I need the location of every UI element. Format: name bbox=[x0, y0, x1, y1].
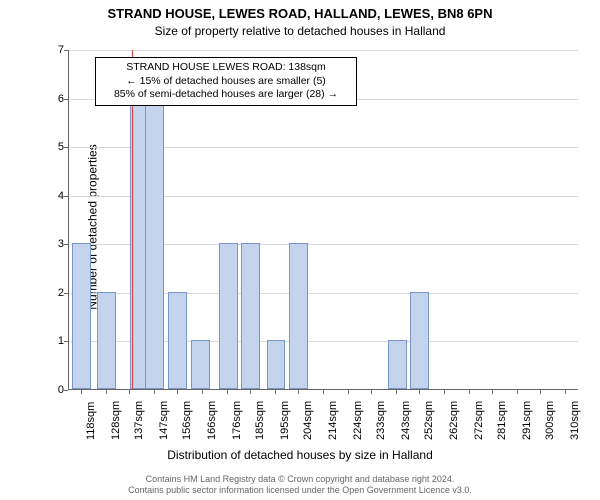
x-tick-label: 176sqm bbox=[231, 401, 243, 440]
x-tick-label: 310sqm bbox=[569, 401, 581, 440]
footer-line-2: Contains public sector information licen… bbox=[0, 485, 600, 496]
x-tick-mark bbox=[129, 390, 130, 394]
y-tick-mark bbox=[64, 50, 68, 51]
x-tick-mark bbox=[419, 390, 420, 394]
y-tick-mark bbox=[64, 293, 68, 294]
x-tick-label: 272sqm bbox=[473, 401, 485, 440]
x-axis-label: Distribution of detached houses by size … bbox=[0, 448, 600, 462]
x-tick-label: 291sqm bbox=[521, 401, 533, 440]
info-line-2: ← 15% of detached houses are smaller (5) bbox=[102, 75, 350, 89]
histogram-bar bbox=[97, 292, 116, 389]
x-tick-label: 195sqm bbox=[279, 401, 291, 440]
x-tick-label: 137sqm bbox=[133, 401, 145, 440]
y-tick-mark bbox=[64, 147, 68, 148]
x-tick-mark bbox=[250, 390, 251, 394]
x-tick-mark bbox=[348, 390, 349, 394]
x-tick-label: 118sqm bbox=[85, 402, 97, 440]
x-tick-mark bbox=[517, 390, 518, 394]
x-tick-label: 262sqm bbox=[448, 401, 460, 440]
histogram-bar bbox=[145, 98, 164, 389]
y-tick-label: 6 bbox=[52, 93, 64, 105]
y-tick-label: 5 bbox=[52, 141, 64, 153]
x-tick-mark bbox=[177, 390, 178, 394]
gridline-h bbox=[69, 50, 578, 51]
histogram-bar bbox=[72, 243, 91, 389]
y-tick-mark bbox=[64, 196, 68, 197]
y-tick-label: 7 bbox=[52, 44, 64, 56]
y-tick-mark bbox=[64, 390, 68, 391]
info-line-1: STRAND HOUSE LEWES ROAD: 138sqm bbox=[102, 61, 350, 75]
x-tick-mark bbox=[275, 390, 276, 394]
histogram-bar bbox=[289, 243, 308, 389]
histogram-bar bbox=[241, 243, 260, 389]
x-tick-label: 252sqm bbox=[423, 401, 435, 440]
x-tick-mark bbox=[444, 390, 445, 394]
y-tick-label: 1 bbox=[52, 335, 64, 347]
histogram-bar bbox=[168, 292, 187, 389]
footer-line-1: Contains HM Land Registry data © Crown c… bbox=[0, 474, 600, 485]
histogram-bar bbox=[267, 340, 286, 389]
x-tick-mark bbox=[298, 390, 299, 394]
x-tick-mark bbox=[154, 390, 155, 394]
x-tick-mark bbox=[202, 390, 203, 394]
x-tick-label: 281sqm bbox=[496, 401, 508, 440]
y-tick-label: 4 bbox=[52, 190, 64, 202]
chart-title-sub: Size of property relative to detached ho… bbox=[0, 24, 600, 38]
histogram-bar bbox=[191, 340, 210, 389]
x-tick-mark bbox=[81, 390, 82, 394]
x-tick-mark bbox=[106, 390, 107, 394]
x-tick-mark bbox=[227, 390, 228, 394]
x-tick-mark bbox=[469, 390, 470, 394]
x-tick-label: 147sqm bbox=[158, 401, 170, 440]
x-tick-label: 185sqm bbox=[254, 401, 266, 440]
x-tick-label: 156sqm bbox=[181, 401, 193, 440]
y-tick-mark bbox=[64, 341, 68, 342]
y-tick-mark bbox=[64, 99, 68, 100]
info-line-3: 85% of semi-detached houses are larger (… bbox=[102, 88, 350, 102]
y-tick-label: 2 bbox=[52, 287, 64, 299]
x-tick-mark bbox=[371, 390, 372, 394]
x-tick-mark bbox=[540, 390, 541, 394]
x-tick-mark bbox=[565, 390, 566, 394]
histogram-bar bbox=[219, 243, 238, 389]
x-tick-label: 204sqm bbox=[302, 401, 314, 440]
x-tick-mark bbox=[396, 390, 397, 394]
x-tick-label: 166sqm bbox=[206, 401, 218, 440]
histogram-bar bbox=[388, 340, 407, 389]
x-tick-label: 300sqm bbox=[544, 401, 556, 440]
info-box: STRAND HOUSE LEWES ROAD: 138sqm ← 15% of… bbox=[95, 57, 357, 106]
histogram-bar bbox=[410, 292, 429, 389]
chart-title-main: STRAND HOUSE, LEWES ROAD, HALLAND, LEWES… bbox=[0, 6, 600, 21]
x-tick-label: 233sqm bbox=[375, 401, 387, 440]
x-tick-label: 214sqm bbox=[327, 401, 339, 440]
x-tick-label: 128sqm bbox=[110, 401, 122, 440]
footer-attribution: Contains HM Land Registry data © Crown c… bbox=[0, 474, 600, 496]
y-tick-label: 0 bbox=[52, 384, 64, 396]
x-tick-mark bbox=[323, 390, 324, 394]
y-tick-mark bbox=[64, 244, 68, 245]
y-tick-label: 3 bbox=[52, 238, 64, 250]
x-tick-label: 224sqm bbox=[352, 401, 364, 440]
x-tick-label: 243sqm bbox=[400, 401, 412, 440]
x-tick-mark bbox=[492, 390, 493, 394]
